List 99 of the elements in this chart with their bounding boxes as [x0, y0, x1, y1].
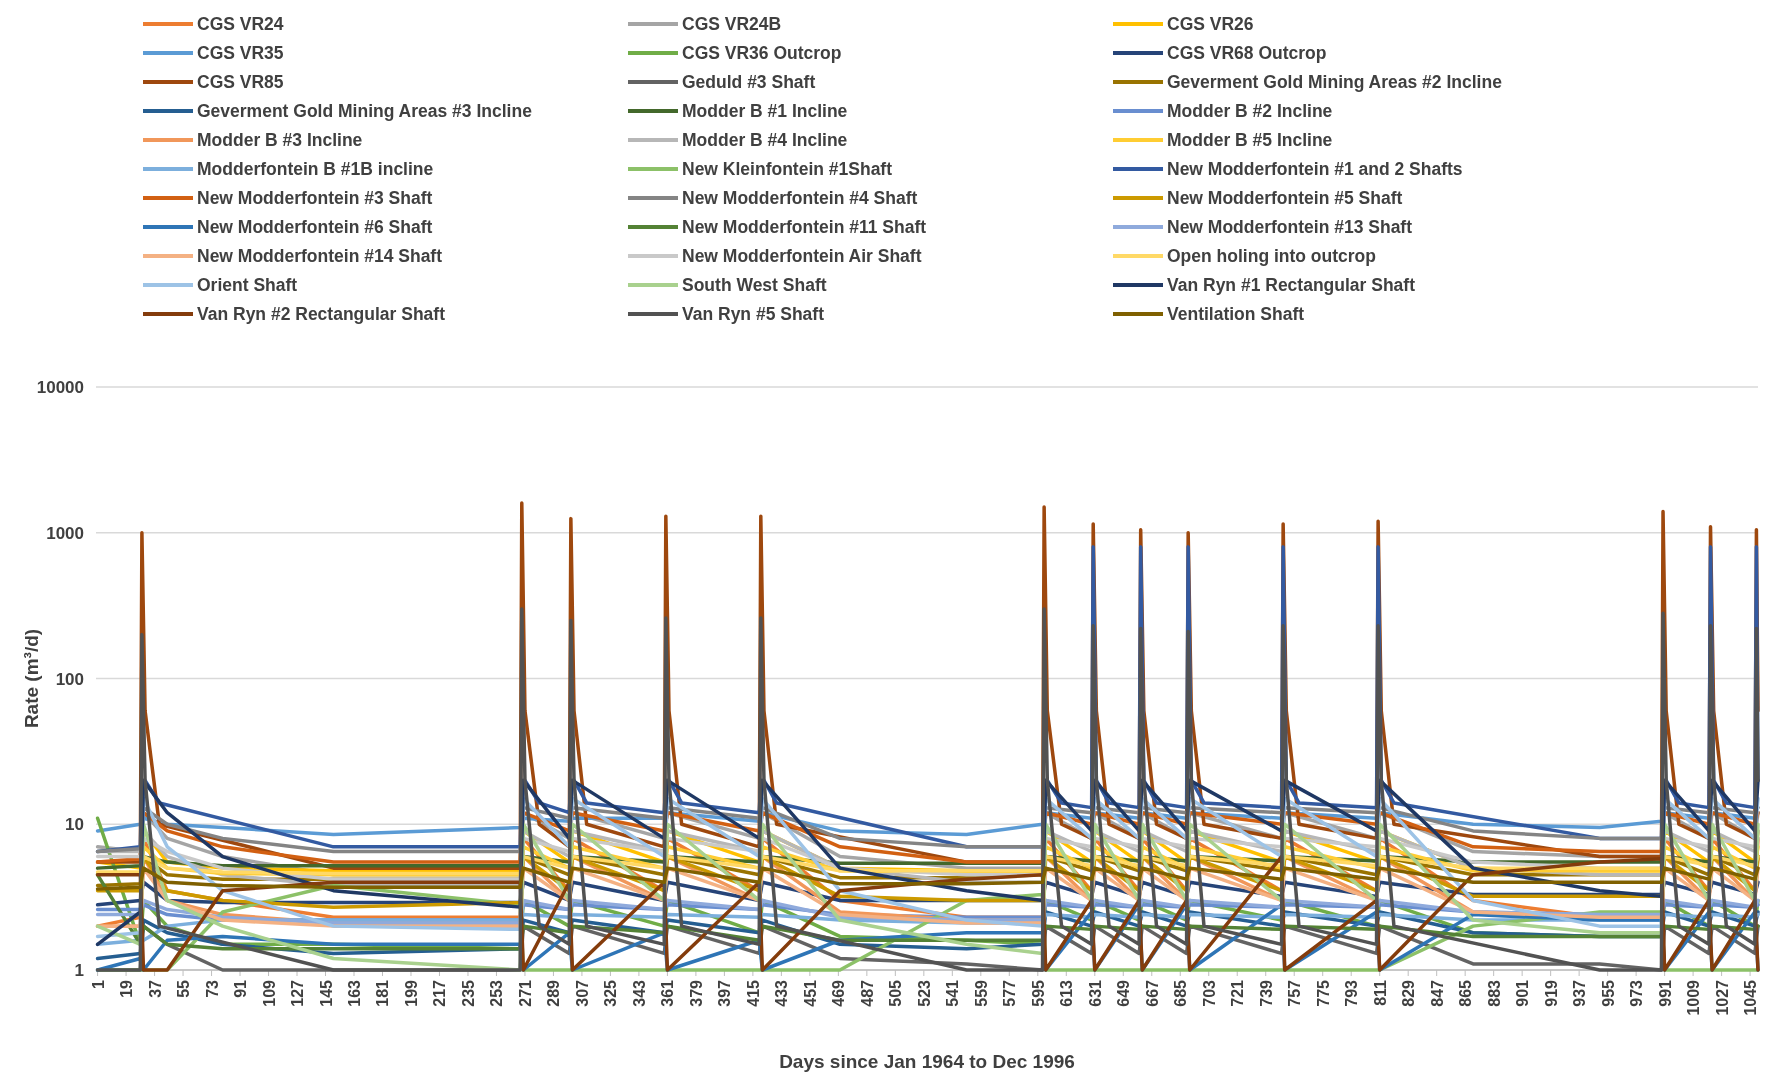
y-tick-label: 10000 — [36, 378, 84, 397]
legend-label: Modder B #2 Incline — [1167, 101, 1333, 121]
x-tick-label: 433 — [773, 979, 791, 1007]
x-tick-label: 775 — [1314, 979, 1332, 1007]
legend-label: New Modderfontein #6 Shaft — [197, 217, 433, 237]
legend-label: Modder B #3 Incline — [197, 130, 363, 150]
x-tick-label: 163 — [346, 979, 364, 1007]
legend-label: Modder B #1 Incline — [682, 101, 848, 121]
x-tick-label: 397 — [716, 979, 734, 1007]
y-tick-label: 10 — [65, 815, 84, 835]
x-tick-label: 217 — [431, 979, 449, 1007]
x-tick-label: 703 — [1200, 979, 1218, 1007]
y-tick-label: 1000 — [46, 523, 84, 543]
legend-label: New Modderfontein #1 and 2 Shafts — [1167, 159, 1463, 179]
x-tick-label: 685 — [1172, 979, 1190, 1007]
x-tick-label: 307 — [573, 979, 591, 1007]
x-tick-label: 469 — [830, 979, 848, 1007]
x-tick-label: 847 — [1428, 979, 1446, 1007]
x-tick-label: 55 — [175, 979, 193, 998]
x-tick-label: 577 — [1001, 979, 1019, 1007]
legend-label: CGS VR36 Outcrop — [682, 43, 842, 63]
legend-label: New Modderfontein #3 Shaft — [197, 188, 433, 208]
legend-label: New Modderfontein #5 Shaft — [1167, 188, 1403, 208]
legend-label: CGS VR26 — [1167, 14, 1254, 34]
x-tick-label: 1009 — [1685, 979, 1703, 1016]
x-tick-label: 613 — [1058, 979, 1076, 1007]
x-tick-label: 523 — [915, 979, 933, 1007]
legend-label: Ventilation Shaft — [1167, 304, 1305, 324]
x-tick-label: 199 — [402, 979, 420, 1007]
x-tick-label: 1 — [89, 979, 107, 989]
legend-label: Geduld #3 Shaft — [682, 72, 816, 92]
y-tick-label: 1 — [74, 961, 84, 980]
x-tick-label: 793 — [1343, 979, 1361, 1007]
x-tick-label: 145 — [317, 979, 335, 1007]
x-tick-label: 631 — [1086, 979, 1104, 1007]
x-tick-label: 325 — [602, 979, 620, 1007]
x-tick-label: 865 — [1457, 979, 1475, 1007]
legend-label: Van Ryn #5 Shaft — [682, 304, 825, 324]
x-tick-label: 271 — [516, 979, 534, 1007]
x-tick-label: 73 — [203, 979, 221, 998]
x-tick-label: 451 — [801, 979, 819, 1007]
x-tick-label: 343 — [630, 979, 648, 1007]
y-axis-title: Rate (m³/d) — [21, 628, 42, 729]
x-tick-label: 901 — [1514, 979, 1532, 1007]
legend-label: South West Shaft — [682, 275, 827, 295]
x-tick-label: 937 — [1571, 979, 1589, 1007]
legend-label: Geverment Gold Mining Areas #3 Incline — [197, 101, 533, 121]
legend-label: Van Ryn #1 Rectangular Shaft — [1167, 275, 1416, 295]
x-tick-label: 127 — [289, 979, 307, 1007]
legend-label: New Modderfontein #11 Shaft — [682, 217, 927, 237]
x-tick-label: 487 — [858, 979, 876, 1007]
x-tick-label: 811 — [1371, 979, 1389, 1006]
x-tick-label: 1027 — [1713, 979, 1731, 1016]
x-tick-label: 739 — [1257, 979, 1275, 1007]
x-tick-label: 757 — [1286, 979, 1304, 1007]
x-tick-label: 19 — [118, 979, 136, 998]
x-tick-label: 919 — [1542, 979, 1560, 1007]
legend-label: New Modderfontein Air Shaft — [682, 246, 922, 266]
legend-label: Geverment Gold Mining Areas #2 Incline — [1167, 72, 1503, 92]
x-tick-label: 361 — [659, 979, 677, 1007]
x-tick-label: 379 — [687, 979, 705, 1007]
x-tick-label: 595 — [1029, 979, 1047, 1007]
x-tick-label: 505 — [887, 979, 905, 1007]
x-tick-label: 91 — [232, 979, 250, 998]
legend-label: New Kleinfontein #1Shaft — [682, 159, 893, 179]
x-tick-label: 667 — [1143, 979, 1161, 1007]
x-tick-label: 991 — [1656, 979, 1674, 1007]
legend-label: CGS VR24B — [682, 14, 782, 34]
x-tick-label: 955 — [1599, 979, 1617, 1007]
x-tick-label: 109 — [260, 979, 278, 1007]
x-tick-label: 37 — [146, 979, 164, 998]
x-tick-label: 253 — [488, 979, 506, 1007]
legend-label: Modder B #5 Incline — [1167, 130, 1333, 150]
legend-label: CGS VR85 — [197, 72, 284, 92]
legend-label: Modderfontein B #1B incline — [197, 159, 434, 179]
x-tick-label: 1045 — [1742, 979, 1760, 1016]
legend-label: New Modderfontein #14 Shaft — [197, 246, 443, 266]
x-tick-label: 721 — [1229, 979, 1247, 1007]
y-tick-label: 100 — [55, 669, 84, 689]
x-axis-title: Days since Jan 1964 to Dec 1996 — [779, 1051, 1075, 1072]
x-tick-label: 289 — [545, 979, 563, 1007]
x-tick-label: 973 — [1628, 979, 1646, 1007]
legend-label: CGS VR24 — [197, 14, 284, 34]
x-tick-label: 649 — [1115, 979, 1133, 1007]
legend-label: CGS VR68 Outcrop — [1167, 43, 1327, 63]
legend-label: CGS VR35 — [197, 43, 284, 63]
x-tick-label: 541 — [944, 979, 962, 1007]
x-tick-label: 559 — [972, 979, 990, 1007]
legend-label: New Modderfontein #4 Shaft — [682, 188, 918, 208]
x-tick-label: 235 — [459, 979, 477, 1007]
legend-label: New Modderfontein #13 Shaft — [1167, 217, 1413, 237]
x-tick-label: 415 — [744, 979, 762, 1007]
x-tick-label: 883 — [1485, 979, 1503, 1007]
legend-label: Modder B #4 Incline — [682, 130, 848, 150]
legend-label: Van Ryn #2 Rectangular Shaft — [197, 304, 446, 324]
x-tick-label: 829 — [1400, 979, 1418, 1007]
x-tick-label: 181 — [374, 979, 392, 1007]
legend-label: Open holing into outcrop — [1167, 246, 1376, 266]
legend-label: Orient Shaft — [197, 275, 298, 295]
